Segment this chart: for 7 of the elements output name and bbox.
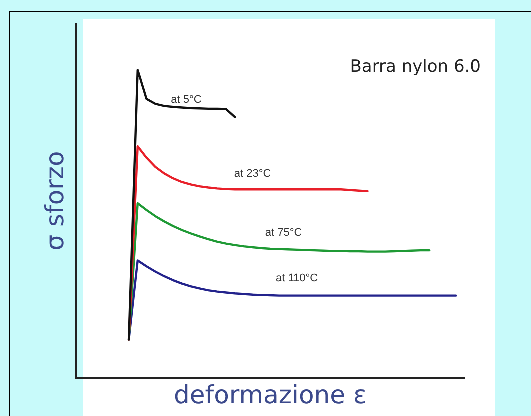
y-axis-title: σ sforzo bbox=[40, 151, 70, 251]
x-axis-title: deformazione ε bbox=[174, 380, 367, 410]
series-label: at 110°C bbox=[276, 272, 318, 284]
series-label: at 23°C bbox=[234, 168, 272, 180]
series-label: at 75°C bbox=[265, 227, 302, 240]
chart-title: Barra nylon 6.0 bbox=[350, 56, 481, 77]
series-label: at 5°C bbox=[171, 94, 202, 106]
